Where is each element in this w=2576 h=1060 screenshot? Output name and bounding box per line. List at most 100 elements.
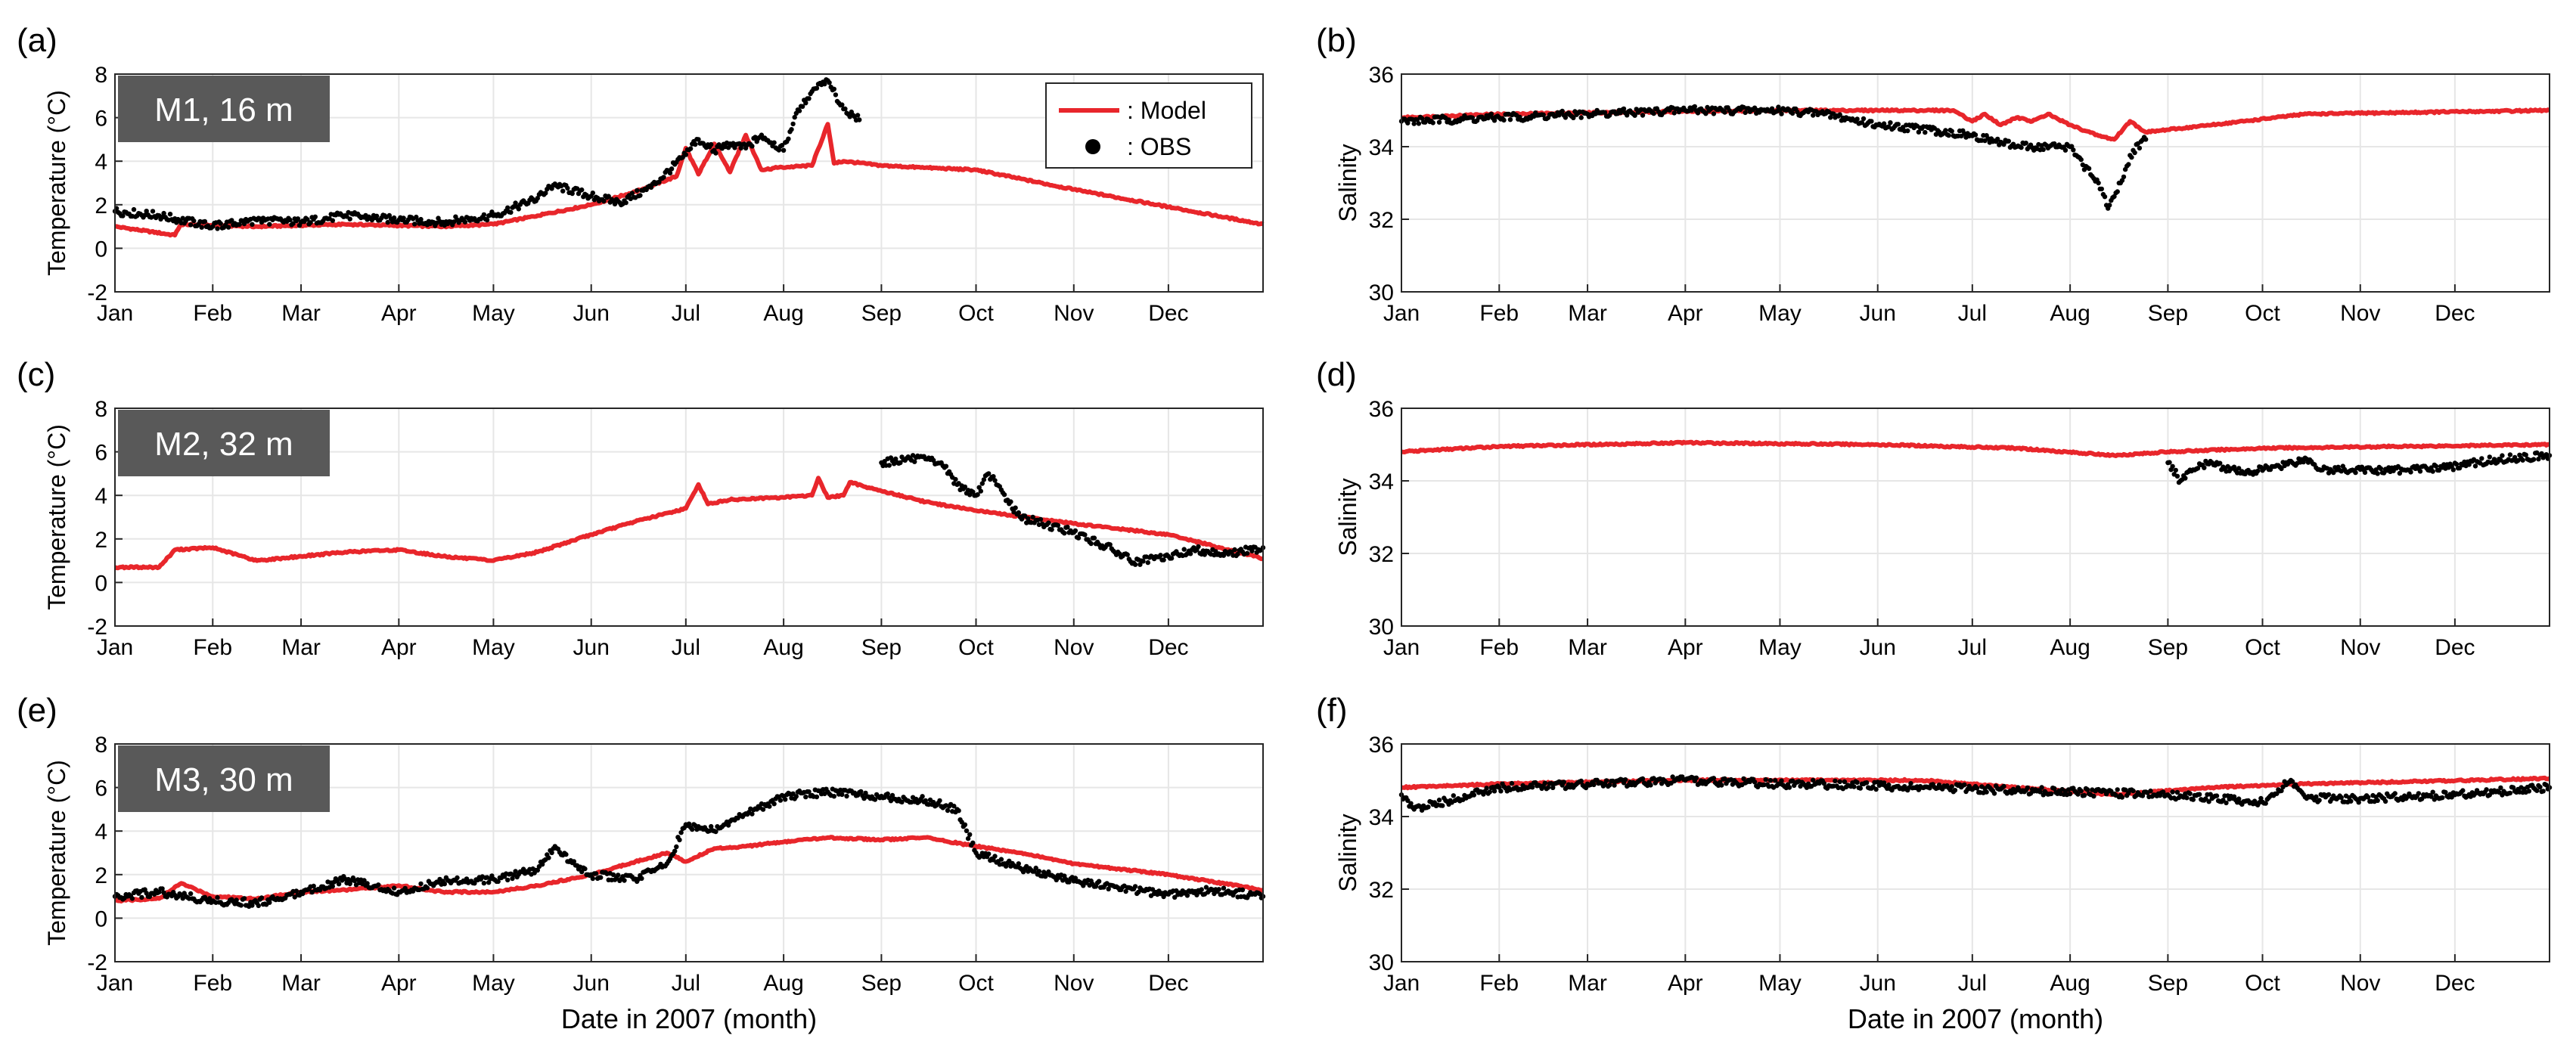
obs-point — [1436, 119, 1442, 125]
obs-point — [2433, 463, 2439, 469]
obs-point — [593, 871, 599, 876]
obs-point — [347, 216, 352, 222]
obs-point — [167, 212, 173, 217]
series-dots-obs — [879, 453, 1266, 567]
obs-point — [2460, 788, 2466, 793]
obs-point — [1711, 776, 1717, 781]
obs-point — [639, 876, 644, 882]
obs-point — [2143, 137, 2149, 142]
obs-point — [215, 226, 220, 231]
obs-point — [1550, 785, 1556, 791]
obs-point — [750, 811, 755, 817]
obs-point — [931, 457, 936, 463]
x-tick-label: Jan — [1383, 635, 1420, 660]
obs-point — [1240, 887, 1246, 893]
x-tick-label: Jun — [573, 301, 610, 326]
obs-point — [1125, 552, 1130, 557]
obs-point — [2443, 789, 2448, 795]
obs-point — [1249, 548, 1255, 553]
obs-point — [1016, 861, 1022, 866]
obs-point — [1773, 778, 1778, 783]
obs-point — [1145, 559, 1151, 566]
obs-point — [858, 789, 864, 795]
obs-point — [120, 213, 126, 219]
obs-point — [709, 141, 714, 147]
x-tick-label: Aug — [2050, 971, 2090, 996]
y-tick-label: 36 — [1369, 63, 1394, 88]
obs-point — [2453, 461, 2460, 467]
obs-point — [1640, 113, 1646, 118]
obs-point — [793, 794, 799, 799]
obs-point — [1408, 801, 1414, 806]
obs-point — [2184, 795, 2190, 801]
obs-point — [150, 209, 156, 214]
x-tick-label: Feb — [193, 971, 232, 996]
obs-point — [250, 222, 255, 227]
site-label: M2, 32 m — [154, 426, 293, 463]
obs-point — [1612, 783, 1617, 788]
obs-point — [2430, 469, 2435, 474]
obs-point — [191, 218, 197, 224]
obs-point — [1062, 531, 1067, 536]
site-label-box — [118, 410, 330, 476]
obs-point — [1072, 528, 1079, 534]
obs-point — [1033, 865, 1038, 871]
panel-a: (a) Jan Feb Mar Apr May Jun Jul Aug Sep Oct Nov Dec -… — [17, 22, 1265, 326]
obs-point — [2170, 789, 2175, 795]
x-tick-label: Oct — [958, 635, 994, 660]
obs-point — [2479, 456, 2484, 461]
obs-point — [1172, 894, 1178, 900]
obs-point — [160, 886, 165, 891]
obs-point — [1405, 120, 1411, 126]
obs-point — [638, 193, 643, 198]
obs-point — [1440, 803, 1445, 808]
obs-point — [885, 791, 890, 797]
obs-point — [2062, 147, 2069, 153]
x-tick-label: Nov — [2340, 971, 2380, 996]
obs-point — [2081, 792, 2087, 798]
x-tick-label: Nov — [2340, 635, 2380, 660]
x-tick-label: Mar — [1568, 635, 1607, 660]
obs-point — [455, 875, 460, 881]
y-tick-label: 8 — [95, 63, 107, 88]
obs-point — [1651, 110, 1656, 116]
obs-point — [1828, 115, 1833, 120]
y-tick-label: 8 — [95, 397, 107, 422]
axes-frame — [1401, 743, 2550, 962]
x-tick-label: Apr — [1668, 971, 1703, 996]
obs-point — [677, 837, 682, 843]
obs-point — [2174, 789, 2180, 795]
obs-point — [2498, 785, 2503, 791]
obs-point — [831, 86, 837, 92]
obs-point — [2507, 790, 2513, 796]
y-tick-label: 4 — [95, 484, 107, 509]
obs-point — [2174, 473, 2180, 479]
obs-point — [1436, 797, 1442, 803]
obs-point — [635, 188, 640, 194]
obs-point — [2041, 147, 2046, 152]
legend-obs-label: : OBS — [1127, 133, 1191, 160]
obs-point — [840, 792, 845, 798]
obs-point — [2440, 795, 2445, 801]
obs-point — [391, 885, 397, 891]
obs-point — [831, 794, 837, 799]
x-tick-label: Apr — [1668, 301, 1703, 326]
obs-point — [495, 879, 501, 885]
obs-point — [2096, 180, 2101, 186]
obs-point — [1471, 792, 1477, 798]
x-tick-label: Mar — [1568, 971, 1607, 996]
obs-point — [760, 807, 766, 812]
obs-point — [1811, 777, 1816, 783]
obs-point — [992, 478, 998, 483]
obs-point — [2353, 470, 2358, 476]
obs-point — [2289, 779, 2295, 784]
obs-point — [1232, 547, 1237, 553]
obs-point — [1974, 786, 1980, 791]
obs-point — [970, 489, 976, 494]
obs-point — [2039, 785, 2044, 790]
obs-point — [1949, 784, 1954, 789]
plot-area — [1401, 74, 2550, 292]
obs-point — [1091, 535, 1097, 541]
obs-point — [1905, 128, 1910, 134]
y-tick-label: 32 — [1369, 208, 1394, 233]
